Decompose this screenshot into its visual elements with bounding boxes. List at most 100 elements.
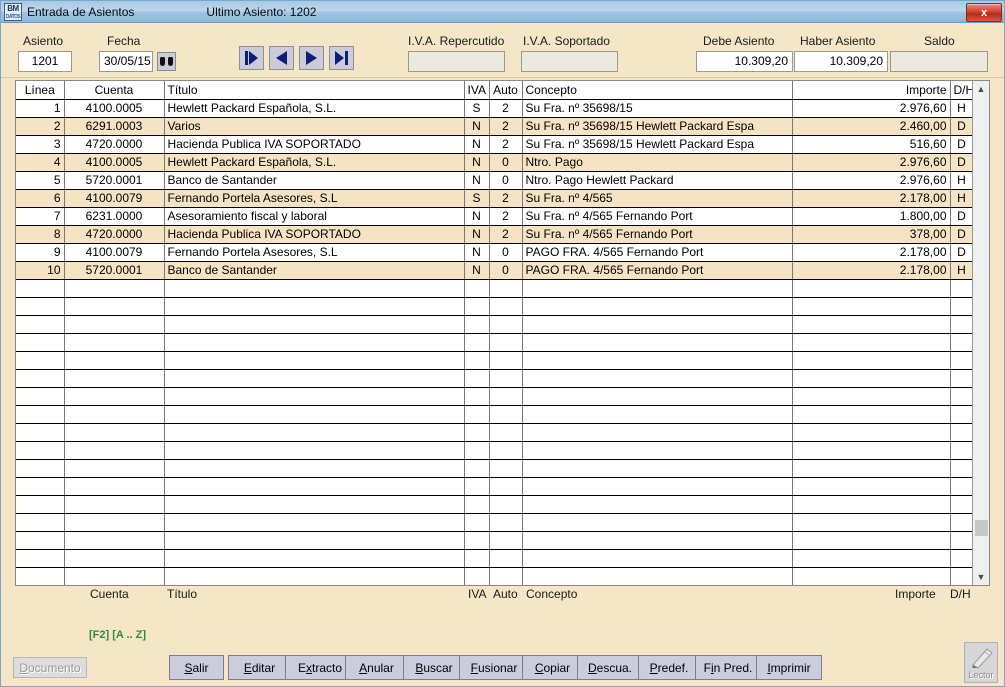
table-row[interactable]: 2 6291.0003 Varios N 2 Su Fra. nº 35698/15 He… <box>16 117 974 136</box>
cell-cuenta[interactable] <box>64 495 165 514</box>
cell-dh[interactable] <box>950 315 974 334</box>
cell-iva[interactable] <box>464 477 490 496</box>
cell-cuenta[interactable]: 6231.0000 <box>64 207 165 226</box>
cell-cuenta[interactable]: 4100.0005 <box>64 153 165 172</box>
cell-concepto[interactable]: Su Fra. nº 35698/15 Hewlett Packard Espa <box>522 135 793 154</box>
cell-importe[interactable]: 2.976,60 <box>792 153 951 172</box>
cell-iva[interactable] <box>464 315 490 334</box>
cell-titulo[interactable] <box>164 369 465 388</box>
cell-cuenta[interactable] <box>64 333 165 352</box>
cell-linea[interactable] <box>16 423 65 442</box>
cell-auto[interactable]: 2 <box>489 117 523 136</box>
cell-auto[interactable]: 0 <box>489 171 523 190</box>
cell-titulo[interactable] <box>164 387 465 406</box>
grid-col-header-titulo[interactable]: Título <box>164 81 465 100</box>
cell-linea[interactable]: 5 <box>16 171 65 190</box>
cell-importe[interactable]: 1.800,00 <box>792 207 951 226</box>
cell-linea[interactable] <box>16 513 65 532</box>
cell-auto[interactable] <box>489 441 523 460</box>
cell-linea[interactable]: 8 <box>16 225 65 244</box>
cell-cuenta[interactable]: 4720.0000 <box>64 135 165 154</box>
cell-iva[interactable] <box>464 423 490 442</box>
cell-linea[interactable] <box>16 369 65 388</box>
cell-iva[interactable]: S <box>464 189 490 208</box>
cell-iva[interactable]: S <box>464 99 490 118</box>
cell-iva[interactable] <box>464 513 490 532</box>
cell-iva[interactable] <box>464 549 490 568</box>
cell-cuenta[interactable] <box>64 423 165 442</box>
cell-linea[interactable] <box>16 549 65 568</box>
iva-repercutido-input[interactable] <box>408 51 505 72</box>
table-row[interactable]: 7 6231.0000 Asesoramiento fiscal y laboral… <box>16 207 974 226</box>
cell-iva[interactable]: N <box>464 243 490 262</box>
table-row-empty[interactable] <box>16 279 974 298</box>
cell-concepto[interactable] <box>522 423 793 442</box>
cell-iva[interactable]: N <box>464 207 490 226</box>
cell-concepto[interactable] <box>522 279 793 298</box>
cell-cuenta[interactable] <box>64 441 165 460</box>
cell-linea[interactable]: 9 <box>16 243 65 262</box>
cell-linea[interactable]: 3 <box>16 135 65 154</box>
table-row[interactable]: 8 4720.0000 Hacienda Publica IVA SOPORTADO… <box>16 225 974 244</box>
cell-importe[interactable] <box>792 423 951 442</box>
cell-linea[interactable] <box>16 351 65 370</box>
cell-importe[interactable] <box>792 513 951 532</box>
cell-concepto[interactable] <box>522 513 793 532</box>
binoculars-icon[interactable] <box>157 52 176 71</box>
cell-auto[interactable]: 2 <box>489 135 523 154</box>
cell-auto[interactable] <box>489 495 523 514</box>
cell-cuenta[interactable]: 4100.0079 <box>64 189 165 208</box>
table-row-empty[interactable] <box>16 513 974 532</box>
cell-auto[interactable]: 2 <box>489 189 523 208</box>
cell-titulo[interactable]: Hacienda Publica IVA SOPORTADO <box>164 135 465 154</box>
cell-concepto[interactable] <box>522 567 793 585</box>
table-row-empty[interactable] <box>16 567 974 585</box>
cell-linea[interactable] <box>16 567 65 585</box>
cell-linea[interactable]: 10 <box>16 261 65 280</box>
cell-linea[interactable]: 4 <box>16 153 65 172</box>
cell-iva[interactable] <box>464 279 490 298</box>
cell-auto[interactable] <box>489 531 523 550</box>
cell-iva[interactable] <box>464 333 490 352</box>
cell-dh[interactable]: D <box>950 153 974 172</box>
cell-cuenta[interactable] <box>64 549 165 568</box>
cell-importe[interactable]: 2.178,00 <box>792 261 951 280</box>
cell-cuenta[interactable]: 5720.0001 <box>64 261 165 280</box>
cell-auto[interactable] <box>489 297 523 316</box>
cell-importe[interactable]: 2.976,60 <box>792 171 951 190</box>
cell-linea[interactable] <box>16 477 65 496</box>
table-row-empty[interactable] <box>16 477 974 496</box>
cell-importe[interactable] <box>792 333 951 352</box>
cell-importe[interactable] <box>792 351 951 370</box>
cell-cuenta[interactable] <box>64 387 165 406</box>
table-row[interactable]: 3 4720.0000 Hacienda Publica IVA SOPORTADO… <box>16 135 974 154</box>
cell-importe[interactable]: 2.178,00 <box>792 243 951 262</box>
cell-dh[interactable] <box>950 459 974 478</box>
cell-concepto[interactable]: Su Fra. nº 35698/15 Hewlett Packard Espa <box>522 117 793 136</box>
cell-titulo[interactable]: Hewlett Packard Española, S.L. <box>164 99 465 118</box>
cell-importe[interactable] <box>792 567 951 585</box>
table-row-empty[interactable] <box>16 333 974 352</box>
cell-iva[interactable]: N <box>464 225 490 244</box>
table-row[interactable]: 10 5720.0001 Banco de Santander N 0 PAGO FRA.… <box>16 261 974 280</box>
cell-concepto[interactable] <box>522 477 793 496</box>
cell-iva[interactable] <box>464 441 490 460</box>
cell-dh[interactable]: H <box>950 99 974 118</box>
cell-titulo[interactable] <box>164 315 465 334</box>
table-row-empty[interactable] <box>16 369 974 388</box>
cell-dh[interactable] <box>950 441 974 460</box>
first-record-button[interactable] <box>239 46 264 70</box>
cell-cuenta[interactable]: 4100.0005 <box>64 99 165 118</box>
cell-titulo[interactable]: Hacienda Publica IVA SOPORTADO <box>164 225 465 244</box>
cell-linea[interactable] <box>16 279 65 298</box>
cell-linea[interactable] <box>16 495 65 514</box>
cell-titulo[interactable] <box>164 459 465 478</box>
cell-dh[interactable] <box>950 531 974 550</box>
cell-iva[interactable] <box>464 351 490 370</box>
cell-titulo[interactable]: Banco de Santander <box>164 261 465 280</box>
